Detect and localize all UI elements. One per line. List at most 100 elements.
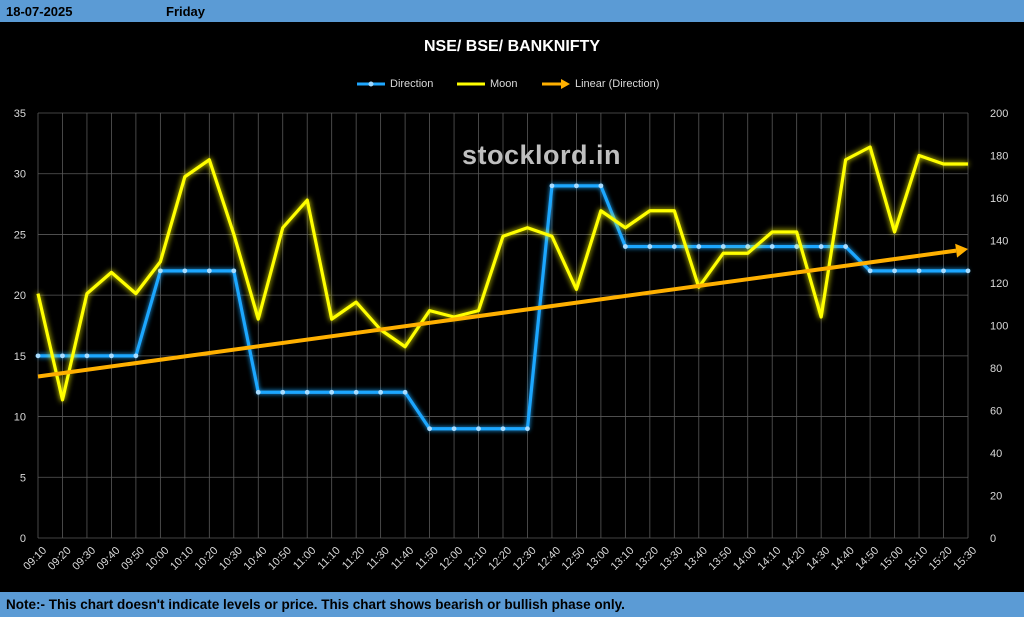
x-tick-label: 12:00 [437,545,465,573]
x-tick-label: 11:10 [316,545,343,572]
direction-point [525,426,530,432]
direction-point [794,244,800,249]
direction-point [965,268,971,274]
x-tick-label: 15:20 [927,545,955,573]
legend-linear-label: Linear (Direction) [575,78,660,90]
direction-point [671,244,677,249]
direction-point [84,353,90,359]
direction-point [157,268,163,274]
direction-point [231,268,237,274]
y-right-tick-label: 180 [990,151,1008,163]
series-linear-trendline [37,248,957,379]
watermark: stocklord.in [462,140,622,170]
y-left-tick-label: 15 [14,351,26,363]
x-tick-label: 09:50 [119,545,147,573]
x-tick-label: 12:40 [535,545,563,573]
y-right-tick-label: 60 [990,406,1002,418]
y-right-tick-label: 40 [990,448,1002,460]
y-left-tick-label: 20 [14,290,26,302]
x-tick-label: 12:20 [486,545,514,573]
direction-point [427,426,432,432]
legend-moon-swatch [457,82,485,86]
direction-point [378,389,384,395]
footer-bar: Note:- This chart doesn't indicate level… [0,592,1024,617]
x-tick-label: 12:10 [462,545,490,573]
x-tick-label: 13:40 [682,545,710,573]
day-label: Friday [166,4,206,19]
y-right-tick-label: 140 [990,236,1008,248]
direction-point [500,426,506,432]
direction-point [843,244,849,249]
direction-point [549,183,555,189]
y-right-tick-label: 120 [990,278,1008,290]
y-right-tick-label: 80 [990,363,1002,375]
x-tick-label: 10:50 [266,545,294,573]
y-right-tick-label: 200 [990,108,1008,120]
chart-title: NSE/ BSE/ BANKNIFTY [423,38,600,55]
y-left-tick-label: 5 [20,472,26,484]
trendline-arrowhead [955,243,968,258]
y-right-tick-label: 20 [990,491,1002,503]
y-left-tick-label: 25 [14,229,26,241]
direction-point [133,353,139,359]
x-tick-label: 13:00 [584,545,612,573]
x-tick-label: 11:20 [340,545,367,572]
x-tick-label: 10:20 [193,545,221,573]
y-right-tick-label: 0 [990,533,996,545]
y-left-tick-label: 0 [20,533,26,545]
direction-point [916,268,922,274]
x-tick-label: 13:10 [609,545,637,573]
x-tick-label: 14:30 [804,545,832,573]
legend-arrow-icon [542,79,570,89]
x-tick-label: 11:40 [389,545,416,572]
direction-point [769,244,775,249]
direction-point [35,353,41,359]
direction-point [109,353,114,359]
series-moon-line [36,145,968,402]
direction-point [353,389,359,395]
direction-point [941,268,946,274]
direction-point [280,389,286,395]
direction-point [451,426,457,432]
direction-point [647,244,653,249]
direction-point [182,268,188,274]
direction-point [818,244,824,249]
direction-point [867,268,873,274]
x-tick-label: 11:30 [364,545,391,572]
x-tick-label: 15:10 [902,545,930,573]
direction-point [304,389,310,395]
x-tick-label: 13:50 [707,545,735,573]
x-tick-label: 14:10 [755,545,783,573]
legend-moon-label: Moon [490,78,518,90]
y-left-tick-label: 10 [14,412,26,424]
x-tick-label: 15:00 [878,545,906,573]
x-tick-label: 09:40 [95,545,123,573]
direction-point [206,268,212,274]
x-tick-label: 10:40 [242,545,270,573]
x-tick-label: 12:30 [511,545,539,573]
y-left-tick-label: 35 [14,108,26,120]
header-bar: 18-07-2025 Friday [0,0,1024,22]
x-tick-label: 13:30 [658,545,686,573]
date-label: 18-07-2025 [6,4,73,19]
legend-direction-swatch [357,81,385,87]
direction-point [622,244,628,249]
x-tick-label: 14:50 [853,545,881,573]
footer-note: Note:- This chart doesn't indicate level… [6,597,625,612]
y-right-tick-label: 100 [990,321,1008,333]
direction-point [402,389,408,395]
legend-direction-label: Direction [390,78,434,90]
x-tick-label: 14:00 [731,545,759,573]
direction-point [745,244,751,249]
x-tick-label: 10:10 [168,545,196,573]
x-tick-label: 10:00 [144,545,172,573]
x-tick-label: 09:20 [46,545,74,573]
y-right-tick-label: 160 [990,193,1008,205]
x-tick-label: 10:30 [217,545,245,573]
x-tick-label: 11:00 [291,545,318,572]
x-tick-label: 11:50 [413,545,440,572]
x-tick-label: 14:20 [780,545,808,573]
direction-point [476,426,481,432]
direction-point [329,389,335,395]
